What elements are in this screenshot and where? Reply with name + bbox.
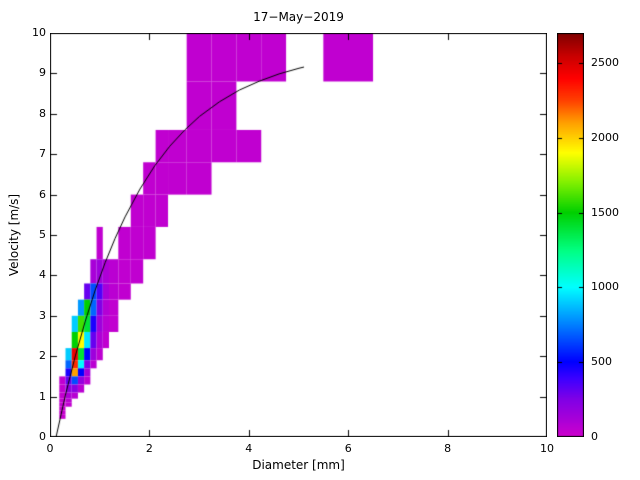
chart-title: 17−May−2019 (253, 10, 344, 24)
x-tick-label: 4 (245, 442, 253, 455)
y-tick-label: 10 (32, 26, 46, 39)
y-tick-label: 8 (39, 106, 46, 120)
y-tick-label: 3 (39, 308, 46, 322)
heatmap-canvas (50, 33, 547, 437)
y-tick-label: 1 (39, 389, 46, 403)
colorbar-tick-label: 2500 (591, 55, 619, 69)
x-tick-label: 2 (145, 442, 153, 455)
y-tick-label: 2 (39, 349, 46, 363)
y-tick-label: 9 (39, 66, 46, 80)
x-tick-label: 6 (344, 442, 352, 455)
colorbar-canvas (557, 33, 584, 437)
x-tick-label: 8 (444, 442, 452, 455)
x-tick-label: 0 (46, 442, 54, 455)
colorbar-tick-label: 2000 (591, 130, 619, 144)
y-tick-label: 5 (39, 228, 46, 241)
x-axis-label: Diameter [mm] (252, 458, 345, 472)
colorbar-tick-label: 500 (591, 355, 612, 369)
colorbar-tick-label: 1000 (591, 280, 619, 294)
x-tick-label: 10 (540, 442, 554, 455)
y-tick-label: 4 (39, 268, 46, 282)
colorbar-tick-label: 1500 (591, 205, 619, 219)
y-tick-label: 0 (39, 430, 46, 443)
y-tick-label: 6 (39, 187, 46, 201)
colorbar-tick-label: 0 (591, 430, 598, 443)
y-tick-label: 7 (39, 147, 46, 161)
